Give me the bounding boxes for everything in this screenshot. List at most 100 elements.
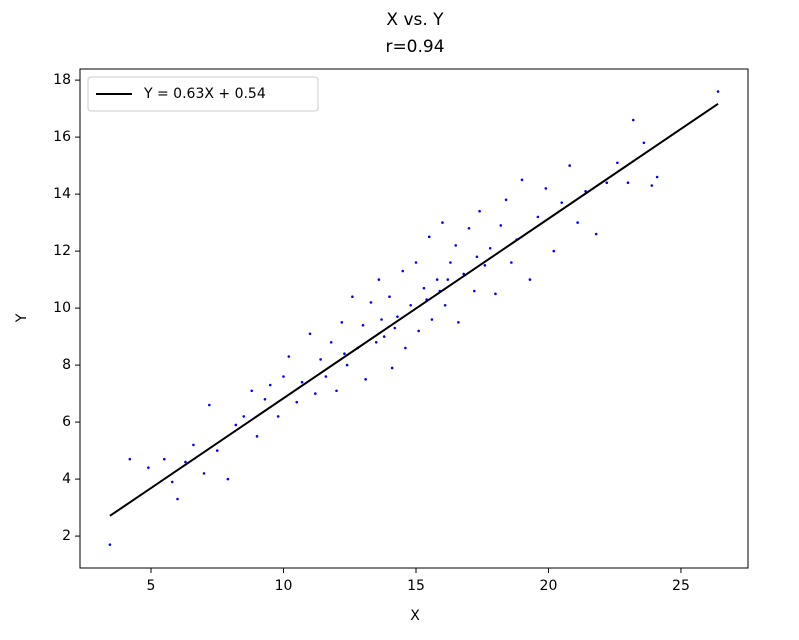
point [642,141,646,145]
y-tick-label: 10 [53,300,71,316]
point [308,332,312,336]
point [176,497,179,501]
plot-frame [79,68,749,569]
point [449,261,452,264]
point [404,346,407,350]
point [268,383,272,387]
point [369,301,373,304]
point [343,352,346,355]
point [504,198,508,202]
point [319,358,322,361]
point [380,318,383,321]
point [605,181,609,185]
x-tick-label: 10 [275,578,293,594]
point [655,175,659,179]
y-tick-label: 18 [53,72,71,88]
point [478,209,481,213]
x-tick-label: 20 [540,578,558,594]
x-axis-label: X [410,608,420,624]
point [560,201,564,204]
y-tick-label: 14 [53,186,71,202]
y-axis-label: Y [14,313,30,323]
point [377,278,381,281]
y-tick-label: 4 [62,471,71,487]
point [552,249,556,253]
point [544,187,548,190]
x-tick-label: 15 [407,578,425,594]
point [226,477,230,481]
point [520,178,524,182]
point [616,161,619,165]
point [435,278,439,281]
point [282,375,285,378]
point [422,286,426,290]
point [650,184,654,187]
point [345,363,349,367]
point [488,246,492,250]
point [162,457,166,461]
point [417,329,420,333]
point [242,415,246,418]
point [409,303,412,307]
point [499,224,503,227]
y-tick-label: 8 [62,357,71,373]
point [184,460,187,464]
point [329,340,333,344]
y-tick-label: 12 [53,243,71,259]
point [427,235,431,239]
point [295,400,299,404]
point [716,90,720,93]
point [594,232,598,236]
point [401,269,405,273]
point [576,221,579,224]
chart-subtitle: r=0.94 [385,37,444,57]
point [446,278,450,281]
point [361,323,365,327]
y-tick-label: 6 [62,414,71,430]
point [483,264,487,267]
point [536,215,540,219]
point [568,164,571,167]
point [494,292,497,296]
point [335,389,338,393]
x-tick-label: 25 [672,578,690,594]
point [475,255,479,259]
point [313,392,317,395]
x-tick-label: 5 [147,578,156,594]
point [454,244,458,247]
point [430,318,434,321]
point [234,423,238,427]
point [457,321,460,324]
point [528,278,532,281]
point [202,472,206,475]
point [170,480,174,484]
point [364,378,367,381]
point [393,326,397,330]
point [287,355,291,358]
legend-box [87,76,319,112]
point [382,335,386,338]
point [351,295,354,298]
point [467,227,471,230]
point [324,375,328,378]
point [510,261,513,264]
point [626,181,630,185]
point [108,543,112,546]
point [441,221,444,224]
legend-label: Y = 0.63X + 0.54 [143,86,266,102]
point [147,466,150,469]
point [263,397,267,401]
point [128,457,132,461]
point [374,340,378,344]
point [414,261,418,264]
point [443,303,447,307]
point [192,443,195,447]
point [472,289,476,293]
point [388,295,391,298]
y-tick-label: 2 [62,528,71,544]
point [250,389,254,393]
point [255,435,259,438]
y-tick-label: 16 [53,129,71,145]
point [208,403,211,407]
